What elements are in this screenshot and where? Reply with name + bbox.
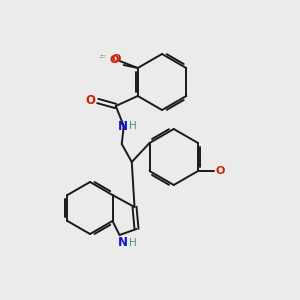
Text: N: N	[118, 236, 128, 250]
Text: O: O	[111, 54, 120, 64]
Text: O: O	[215, 166, 225, 176]
Text: O: O	[86, 94, 96, 107]
Text: O: O	[109, 55, 119, 65]
Text: methoxy: methoxy	[100, 57, 106, 58]
Text: H: H	[129, 238, 136, 248]
Text: H: H	[129, 121, 136, 131]
Text: methoxy: methoxy	[100, 54, 107, 56]
Text: N: N	[118, 121, 128, 134]
